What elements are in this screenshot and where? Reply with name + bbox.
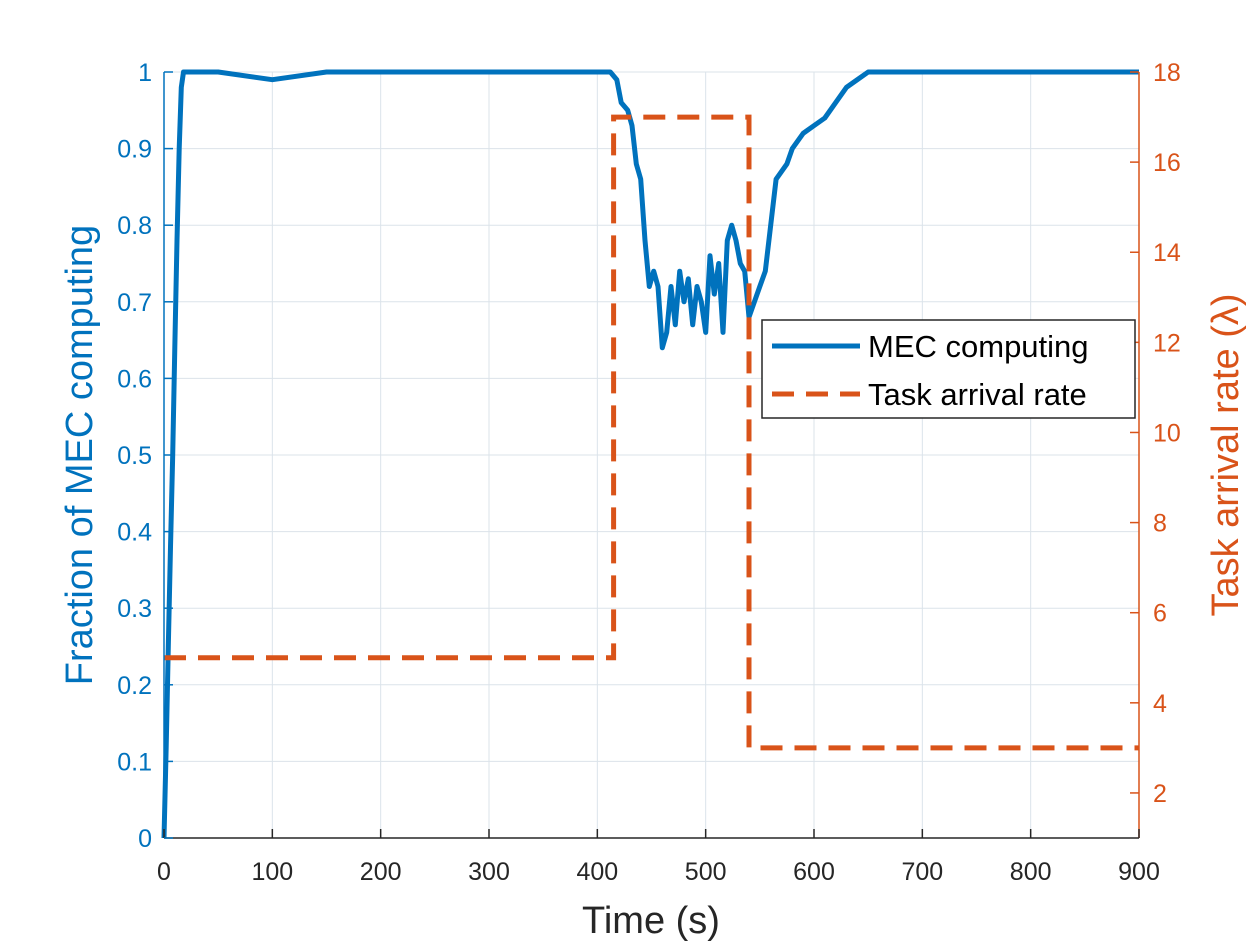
y-tick-label-left: 0.1 [117,748,152,776]
y-tick-label-left: 0.4 [117,519,152,547]
tick-labels: 0 100 200 300 400 500 600 700 800 900 0 0.1 0.2 0.3 0.… [117,59,1181,886]
y-tick-label-left: 0.5 [117,442,152,470]
x-tick-label: 0 [157,858,171,886]
x-tick-label: 300 [468,858,510,886]
x-tick-label: 500 [685,858,727,886]
series-line-mec-computing [161,69,1139,839]
x-tick-label: 200 [360,858,402,886]
y-tick-label-right: 18 [1153,59,1181,87]
y-tick-label-right: 10 [1153,419,1181,447]
y-tick-label-right: 6 [1153,600,1167,628]
legend-box [761,319,1136,419]
y-tick-label-left: 0.2 [117,672,152,700]
y-tick-label-right: 2 [1153,780,1167,808]
y-tick-label-left: 0.7 [117,289,152,317]
x-tick-label: 400 [576,858,618,886]
legend-label-task-arrival-rate: Task arrival rate [868,377,1087,412]
x-tick-label: 600 [793,858,835,886]
y-tick-label-right: 8 [1153,510,1167,538]
y-tick-label-right: 4 [1153,690,1167,718]
series-group [161,69,1139,839]
y-tick-label-right: 14 [1153,239,1181,267]
x-axis-label: Time (s) [582,900,720,942]
y-tick-label-left: 0.9 [117,136,152,164]
y-tick-label-left: 0 [138,825,152,853]
y-tick-label-left: 0.3 [117,595,152,623]
y-tick-label-left: 1 [138,59,152,87]
y-tick-label-right: 16 [1153,149,1181,177]
legend-label-mec-computing: MEC computing [868,329,1089,364]
y-tick-label-left: 0.8 [117,212,152,240]
y-tick-label-left: 0.6 [117,365,152,393]
series-line-task-arrival-rate [164,114,1139,751]
x-tick-label: 700 [901,858,943,886]
y-axis-label-left: Fraction of MEC computing [59,225,101,685]
y-axis-label-right: Task arrival rate (λ) [1205,293,1247,616]
x-tick-label: 900 [1118,858,1160,886]
x-tick-label: 100 [251,858,293,886]
y-tick-label-right: 12 [1153,329,1181,357]
legend: MEC computing Task arrival rate [761,319,1136,419]
axes [163,71,1140,839]
x-tick-label: 800 [1010,858,1052,886]
